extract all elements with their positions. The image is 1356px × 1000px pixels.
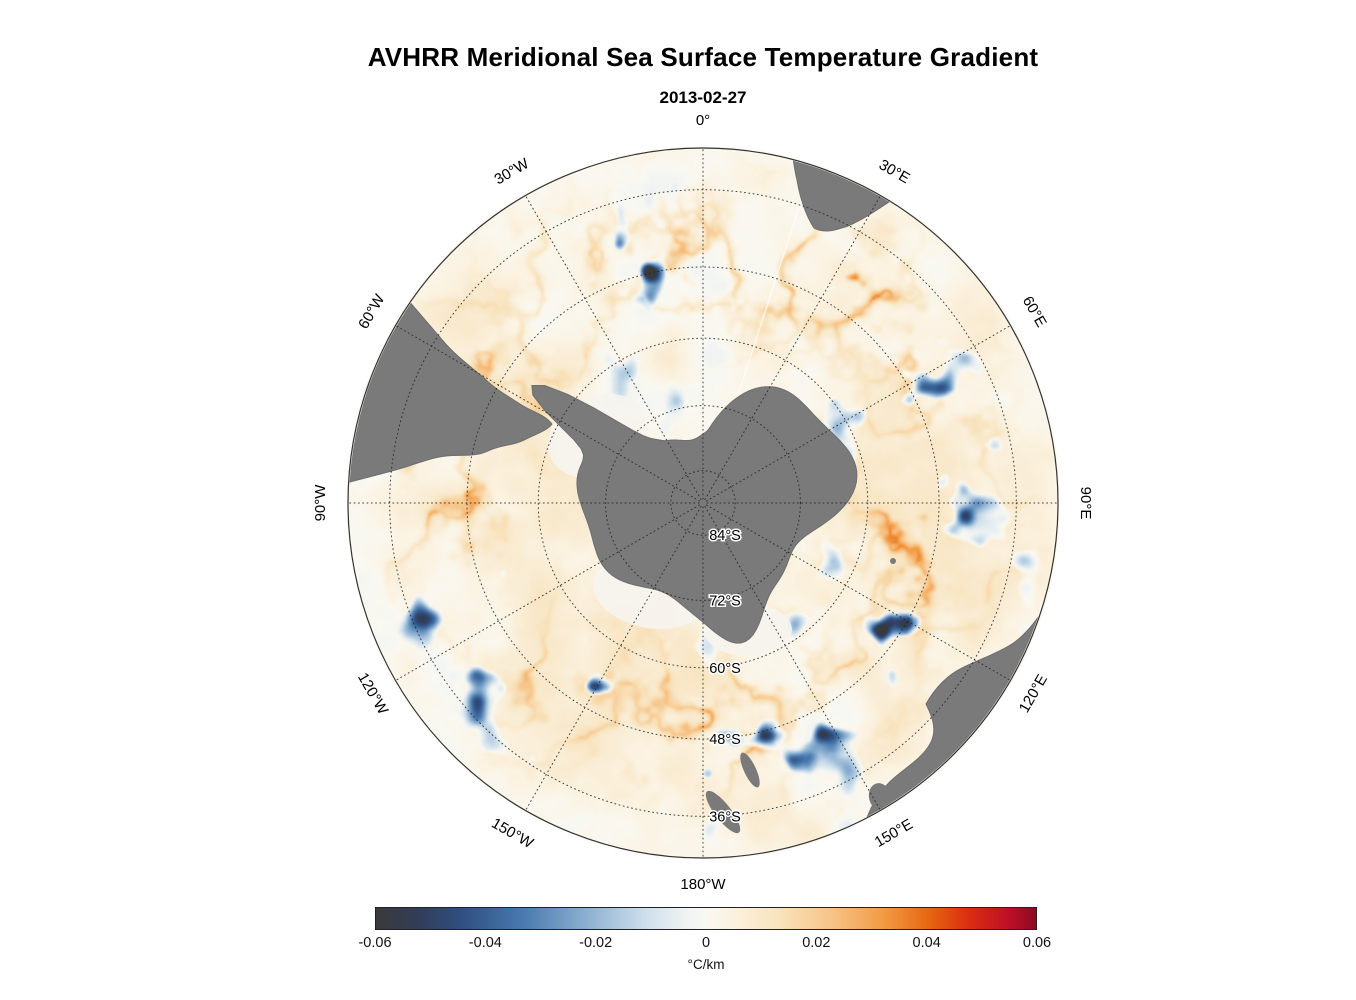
- colorbar-tick-label: -0.04: [468, 935, 502, 951]
- map-boundary-circle: [347, 147, 1059, 859]
- meridian-line: [705, 325, 1011, 502]
- meridian-line: [704, 505, 881, 811]
- longitude-label: 90°W: [312, 484, 329, 522]
- latitude-label: 60°S: [709, 661, 741, 677]
- meridian-line: [704, 195, 881, 501]
- graticule: [347, 147, 1059, 859]
- kerguelen-island: [890, 558, 896, 564]
- meridian-line: [395, 504, 701, 681]
- colorbar-tick-label: 0.06: [1022, 935, 1052, 951]
- longitude-label: 60°E: [1019, 293, 1050, 330]
- latitude-label: 36°S: [709, 809, 741, 825]
- colorbar-unit: °C/km: [687, 957, 725, 972]
- colorbar-tick-label: -0.06: [358, 935, 392, 951]
- colorbar-ticks: -0.06 -0.04 -0.02 0 0.02 0.04 0.06: [358, 935, 1051, 953]
- tasmania-landmass: [868, 783, 892, 811]
- colorbar-tick-label: -0.02: [579, 935, 613, 951]
- longitude-label: 60°W: [355, 291, 389, 332]
- colorbar-tick-label: 0.02: [802, 935, 831, 951]
- longitude-label: 90°E: [1077, 487, 1094, 520]
- new-zealand-south-island: [705, 790, 741, 834]
- latitude-circle: [670, 470, 736, 536]
- longitude-label: 120°E: [1016, 672, 1051, 716]
- meridian-line: [395, 325, 701, 502]
- longitude-label: 30°W: [492, 155, 533, 189]
- latitude-circle: [605, 405, 801, 601]
- meridian-line: [525, 195, 702, 501]
- colorbar-tick-label: 0: [701, 935, 711, 951]
- latitude-label: 48°S: [709, 732, 741, 748]
- chart-subtitle: 2013-02-27: [659, 88, 747, 107]
- longitude-label: 180°W: [680, 876, 726, 893]
- chart-title: AVHRR Meridional Sea Surface Temperature…: [367, 42, 1039, 72]
- longitude-label: 0°: [696, 112, 710, 129]
- meridian-line: [525, 505, 702, 811]
- colorbar: [375, 907, 1037, 930]
- latitude-circle: [537, 337, 869, 669]
- longitude-label: 120°W: [354, 670, 392, 718]
- longitude-label: 150°E: [872, 816, 916, 851]
- land-layer: [349, 149, 1057, 857]
- longitude-label: 30°E: [876, 156, 913, 187]
- colorbar-tick-label: 0.04: [912, 935, 941, 951]
- longitude-label: 150°W: [488, 815, 536, 853]
- latitude-label: 84°S: [709, 528, 741, 544]
- new-zealand-north-island: [740, 752, 760, 788]
- antarctica-landmass: [531, 385, 858, 644]
- latitude-label: 72°S: [709, 593, 741, 609]
- meridian-line: [705, 504, 1011, 681]
- south-america-landmass: [349, 281, 553, 493]
